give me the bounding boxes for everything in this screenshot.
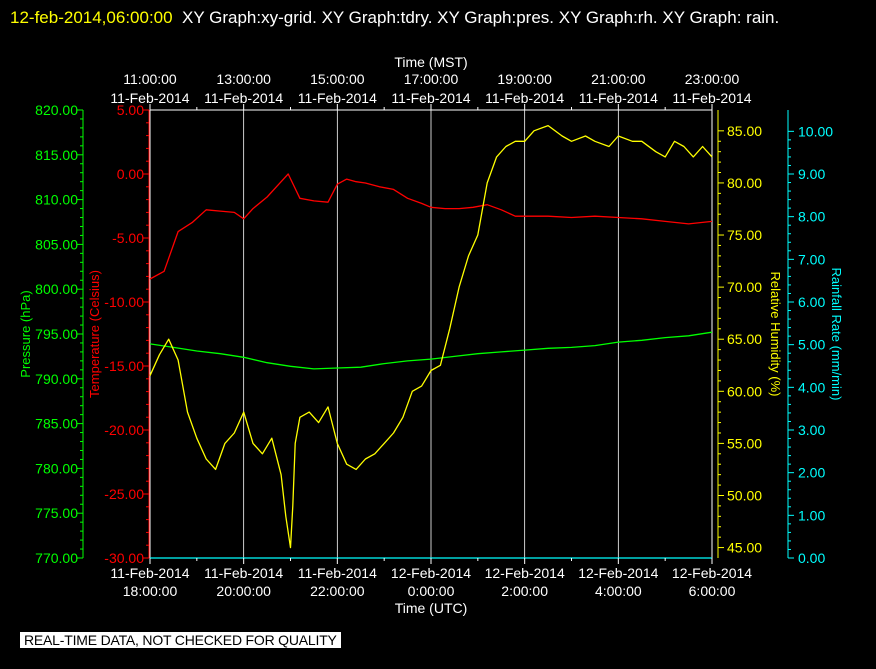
- x-top-tick-label: 11-Feb-2014: [298, 90, 377, 106]
- rain-tick-label: 3.00: [798, 422, 825, 438]
- time-axes: 11:00:00 11-Feb-2014 11-Feb-2014 18:00:00 13…: [110, 71, 752, 599]
- temperature-tick-label: -20.00: [104, 422, 144, 438]
- rain-tick-label: 1.00: [798, 507, 825, 523]
- x-bottom-tick-label: 4:00:00: [595, 583, 642, 599]
- x-bottom-tick-label: 12-Feb-2014: [391, 565, 471, 581]
- temperature-tick-label: -15.00: [104, 358, 144, 374]
- chart-title-line: 12-feb-2014,06:00:00 XY Graph:xy-grid. X…: [10, 4, 870, 31]
- quality-notice: REAL-TIME DATA, NOT CHECKED FOR QUALITY: [20, 632, 341, 648]
- pressure-tick-label: 795.00: [35, 326, 78, 342]
- rain-tick-label: 9.00: [798, 166, 825, 182]
- x-bottom-tick-label: 12-Feb-2014: [578, 565, 658, 581]
- x-bottom-tick-label: 11-Feb-2014: [204, 565, 283, 581]
- pressure-tick-label: 815.00: [35, 147, 78, 163]
- temperature-tick-label: 0.00: [117, 166, 144, 182]
- pressure-tick-label: 780.00: [35, 460, 78, 476]
- rain-tick-label: 2.00: [798, 465, 825, 481]
- rain-tick-label: 10.00: [798, 123, 833, 139]
- axis-label-time-mst: Time (MST): [394, 54, 467, 70]
- humidity-tick-label: 70.00: [727, 279, 762, 295]
- x-bottom-tick-label: 2:00:00: [501, 583, 548, 599]
- humidity-tick-label: 60.00: [727, 383, 762, 399]
- x-bottom-tick-label: 12-Feb-2014: [485, 565, 565, 581]
- humidity-tick-label: 50.00: [727, 487, 762, 503]
- temperature-tick-label: 5.00: [117, 102, 144, 118]
- humidity-tick-label: 55.00: [727, 435, 762, 451]
- humidity-tick-label: 80.00: [727, 175, 762, 191]
- rain-tick-label: 5.00: [798, 337, 825, 353]
- pressure-tick-label: 820.00: [35, 102, 78, 118]
- humidity-tick-label: 65.00: [727, 331, 762, 347]
- x-bottom-tick-label: 12-Feb-2014: [672, 565, 752, 581]
- pressure-tick-label: 805.00: [35, 236, 78, 252]
- x-bottom-tick-label: 11-Feb-2014: [110, 565, 189, 581]
- x-bottom-tick-label: 20:00:00: [216, 583, 271, 599]
- humidity-tick-label: 75.00: [727, 227, 762, 243]
- x-bottom-tick-label: 11-Feb-2014: [298, 565, 377, 581]
- x-top-tick-label: 11:00:00: [123, 71, 177, 87]
- temperature-tick-label: -5.00: [112, 230, 144, 246]
- x-top-tick-label: 19:00:00: [497, 71, 552, 87]
- axis-label-time-utc: Time (UTC): [395, 600, 468, 616]
- x-top-tick-label: 11-Feb-2014: [391, 90, 470, 106]
- temperature-tick-label: -30.00: [104, 550, 144, 566]
- rain-tick-label: 7.00: [798, 251, 825, 267]
- x-top-tick-label: 11-Feb-2014: [579, 90, 658, 106]
- rain-tick-label: 6.00: [798, 294, 825, 310]
- axis-label-rainfall: Rainfall Rate (mm/min): [829, 268, 844, 401]
- pressure-tick-label: 790.00: [35, 371, 78, 387]
- x-top-tick-label: 17:00:00: [404, 71, 459, 87]
- x-top-tick-label: 11-Feb-2014: [110, 90, 189, 106]
- pressure-tick-label: 800.00: [35, 281, 78, 297]
- x-top-tick-label: 11-Feb-2014: [672, 90, 751, 106]
- x-top-tick-label: 11-Feb-2014: [204, 90, 283, 106]
- temperature-tick-label: -25.00: [104, 486, 144, 502]
- rain-tick-label: 8.00: [798, 209, 825, 225]
- x-bottom-tick-label: 18:00:00: [123, 583, 178, 599]
- humidity-tick-label: 85.00: [727, 123, 762, 139]
- x-bottom-tick-label: 22:00:00: [310, 583, 365, 599]
- x-top-tick-label: 15:00:00: [310, 71, 365, 87]
- pressure-tick-label: 785.00: [35, 416, 78, 432]
- timestamp: 12-feb-2014,06:00:00: [10, 8, 173, 27]
- pressure-tick-label: 810.00: [35, 192, 78, 208]
- axis-label-temperature: Temperature (Celsius): [87, 270, 102, 398]
- series-line-tdry: [149, 173, 713, 280]
- x-bottom-tick-label: 6:00:00: [689, 583, 736, 599]
- rain-tick-label: 0.00: [798, 550, 825, 566]
- axis-label-pressure: Pressure (hPa): [18, 290, 33, 377]
- axis-label-humidity: Relative Humidity (%): [768, 272, 783, 397]
- graph-list: XY Graph:xy-grid. XY Graph:tdry. XY Grap…: [182, 8, 780, 27]
- series-line-pres: [149, 331, 713, 370]
- grid-lines: [149, 110, 713, 558]
- axes-group: 770.00 775.00 780.00 785.00 790.00 795.00 800.…: [35, 102, 833, 566]
- x-top-tick-label: 21:00:00: [591, 71, 646, 87]
- x-top-tick-label: 11-Feb-2014: [485, 90, 564, 106]
- x-bottom-tick-label: 0:00:00: [408, 583, 455, 599]
- x-top-tick-label: 13:00:00: [216, 71, 271, 87]
- rain-tick-label: 4.00: [798, 379, 825, 395]
- x-top-tick-label: 23:00:00: [685, 71, 740, 87]
- humidity-tick-label: 45.00: [727, 540, 762, 556]
- pressure-tick-label: 775.00: [35, 505, 78, 521]
- temperature-tick-label: -10.00: [104, 294, 144, 310]
- pressure-tick-label: 770.00: [35, 550, 78, 566]
- series-line-rh: [149, 124, 713, 549]
